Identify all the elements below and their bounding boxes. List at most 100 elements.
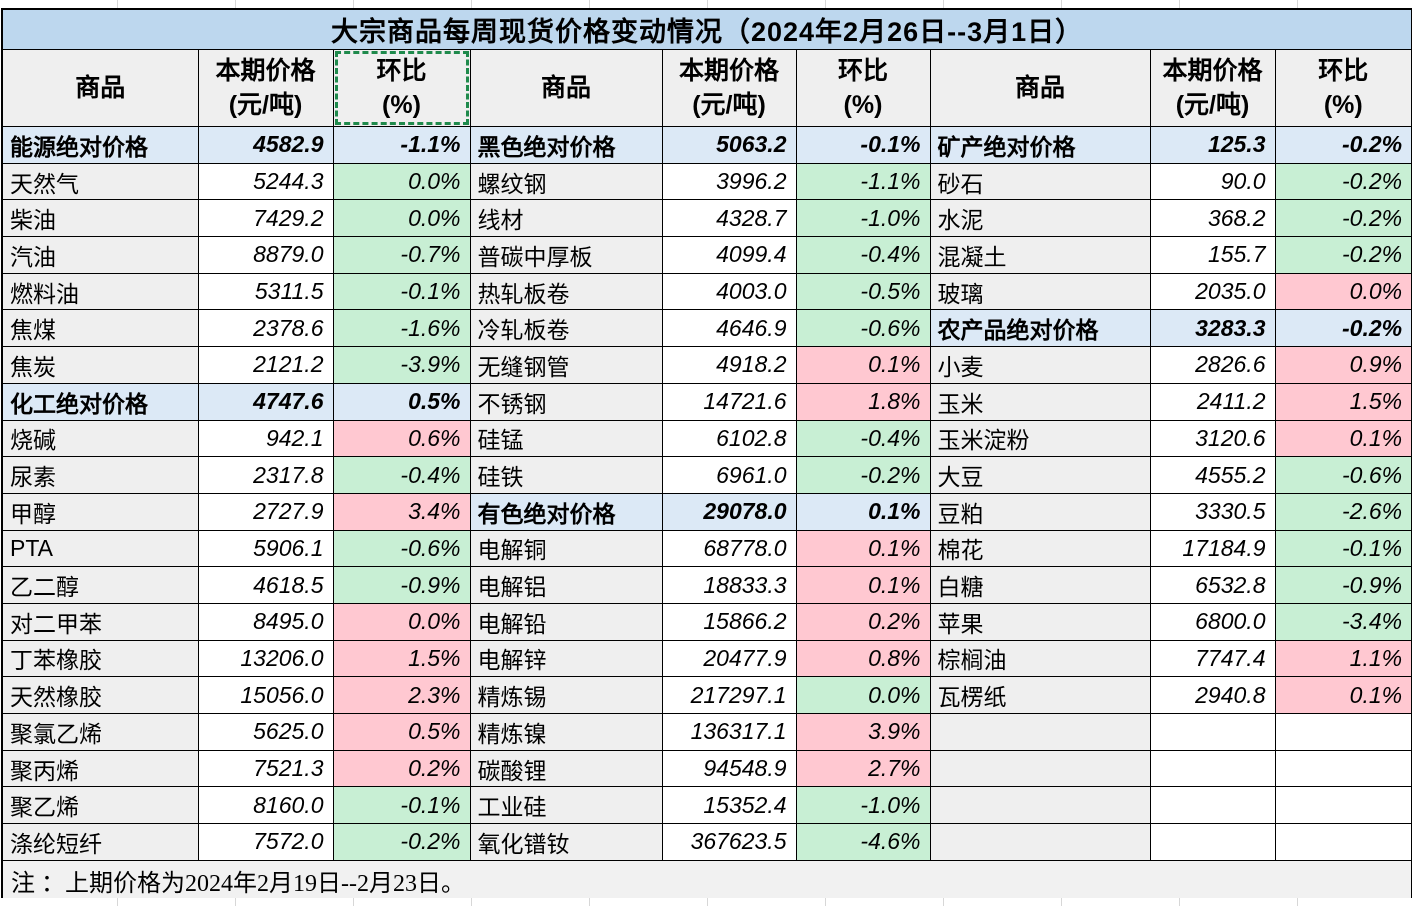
cell-commodity[interactable]: 玻璃 [929,272,1151,311]
cell-change[interactable]: -0.2% [1274,236,1412,274]
cell-change[interactable]: 2.7% [795,749,931,788]
cell-change[interactable]: 3.9% [795,713,931,751]
cell-commodity[interactable] [929,823,1151,861]
footnote[interactable]: 注 ：上期价格为2024年2月19日--2月23日。 [1,859,1412,901]
cell-commodity[interactable]: 黑色绝对价格 [469,126,663,164]
cell-commodity[interactable]: 普碳中厚板 [469,236,663,274]
cell-commodity[interactable]: 氧化镨钕 [469,823,663,861]
header-commodity-3[interactable]: 商品 [929,49,1151,127]
cell-change[interactable]: 0.0% [332,199,471,238]
cell-commodity[interactable]: 焦炭 [1,346,199,384]
cell-price[interactable]: 2378.6 [197,309,334,348]
cell-commodity[interactable]: 能源绝对价格 [1,126,199,164]
cell-commodity[interactable]: 白糖 [929,566,1151,604]
cell-commodity[interactable]: 苹果 [929,602,1151,641]
cell-change[interactable]: -0.1% [795,126,931,164]
cell-price[interactable]: 17184.9 [1149,529,1276,568]
cell-commodity[interactable]: 电解铝 [469,566,663,604]
cell-price[interactable]: 4555.2 [1149,456,1276,494]
cell-commodity[interactable]: 棕榈油 [929,639,1151,678]
cell-commodity[interactable]: 燃料油 [1,272,199,311]
cell-price[interactable]: 2826.6 [1149,346,1276,384]
cell-price[interactable]: 94548.9 [661,749,797,788]
cell-price[interactable] [1149,749,1276,788]
cell-commodity[interactable]: 工业硅 [469,786,663,825]
cell-change[interactable]: -0.9% [1274,566,1412,604]
cell-change[interactable]: 0.0% [1274,272,1412,311]
cell-change[interactable]: -1.0% [795,199,931,238]
cell-commodity[interactable]: 电解锌 [469,639,663,678]
cell-price[interactable]: 125.3 [1149,126,1276,164]
cell-commodity[interactable] [929,749,1151,788]
cell-change[interactable]: 1.5% [332,639,471,678]
cell-price[interactable]: 15352.4 [661,786,797,825]
cell-price[interactable]: 7572.0 [197,823,334,861]
cell-price[interactable]: 942.1 [197,419,334,458]
cell-price[interactable]: 8160.0 [197,786,334,825]
cell-price[interactable]: 6532.8 [1149,566,1276,604]
cell-price[interactable]: 5906.1 [197,529,334,568]
header-commodity-2[interactable]: 商品 [469,49,663,127]
cell-price[interactable]: 15866.2 [661,602,797,641]
cell-change[interactable]: -0.2% [1274,126,1412,164]
cell-price[interactable]: 4747.6 [197,382,334,421]
cell-commodity[interactable] [929,786,1151,825]
cell-price[interactable]: 15056.0 [197,676,334,714]
cell-commodity[interactable]: 无缝钢管 [469,346,663,384]
cell-price[interactable]: 3120.6 [1149,419,1276,458]
table-title[interactable]: 大宗商品每周现货价格变动情况（2024年2月26日--3月1日） [1,8,1412,50]
cell-commodity[interactable]: 小麦 [929,346,1151,384]
cell-commodity[interactable]: 豆粕 [929,492,1151,531]
cell-change[interactable]: -0.6% [1274,456,1412,494]
cell-change[interactable]: 0.0% [332,162,471,201]
cell-commodity[interactable]: 聚丙烯 [1,749,199,788]
cell-change[interactable] [1274,786,1412,825]
cell-price[interactable]: 5625.0 [197,713,334,751]
cell-change[interactable]: -0.5% [795,272,931,311]
cell-commodity[interactable]: 天然橡胶 [1,676,199,714]
cell-change[interactable] [1274,823,1412,861]
cell-price[interactable]: 4618.5 [197,566,334,604]
cell-price[interactable]: 5311.5 [197,272,334,311]
cell-change[interactable]: 0.8% [795,639,931,678]
cell-change[interactable]: 0.2% [332,749,471,788]
cell-commodity[interactable]: 大豆 [929,456,1151,494]
cell-change[interactable]: -0.6% [332,529,471,568]
cell-commodity[interactable]: 硅锰 [469,419,663,458]
cell-change[interactable]: 0.5% [332,382,471,421]
cell-commodity[interactable]: 水泥 [929,199,1151,238]
cell-price[interactable]: 6102.8 [661,419,797,458]
cell-change[interactable]: 0.9% [1274,346,1412,384]
cell-commodity[interactable]: 热轧板卷 [469,272,663,311]
cell-price[interactable]: 2940.8 [1149,676,1276,714]
cell-change[interactable]: 1.5% [1274,382,1412,421]
cell-price[interactable]: 368.2 [1149,199,1276,238]
cell-commodity[interactable]: 对二甲苯 [1,602,199,641]
cell-change[interactable]: -0.2% [332,823,471,861]
cell-change[interactable] [1274,713,1412,751]
cell-price[interactable]: 6800.0 [1149,602,1276,641]
cell-change[interactable]: -0.9% [332,566,471,604]
cell-price[interactable] [1149,786,1276,825]
cell-price[interactable]: 2727.9 [197,492,334,531]
cell-price[interactable]: 90.0 [1149,162,1276,201]
cell-price[interactable]: 6961.0 [661,456,797,494]
cell-change[interactable]: -1.0% [795,786,931,825]
cell-price[interactable]: 20477.9 [661,639,797,678]
cell-price[interactable]: 3283.3 [1149,309,1276,348]
cell-change[interactable]: 0.0% [795,676,931,714]
cell-price[interactable]: 2317.8 [197,456,334,494]
cell-change[interactable]: 0.1% [795,346,931,384]
cell-commodity[interactable]: 棉花 [929,529,1151,568]
cell-change[interactable]: 0.1% [1274,419,1412,458]
cell-price[interactable]: 4646.9 [661,309,797,348]
header-change-2[interactable]: 环比 (%) [795,49,931,127]
cell-commodity[interactable]: 聚氯乙烯 [1,713,199,751]
cell-change[interactable]: -0.6% [795,309,931,348]
cell-commodity[interactable]: 化工绝对价格 [1,382,199,421]
cell-change[interactable]: -0.2% [795,456,931,494]
cell-price[interactable]: 4328.7 [661,199,797,238]
cell-price[interactable]: 217297.1 [661,676,797,714]
cell-change[interactable]: 0.2% [795,602,931,641]
header-change-1[interactable]: 环比 (%) [332,49,471,127]
